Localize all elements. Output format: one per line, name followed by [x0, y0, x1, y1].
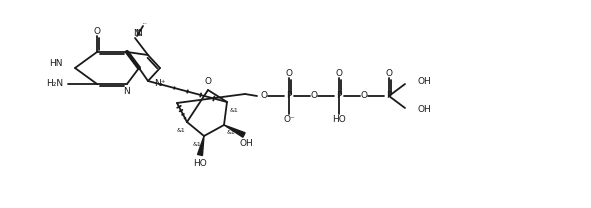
Text: O: O	[285, 68, 293, 78]
Text: &1: &1	[227, 130, 236, 135]
Text: N: N	[135, 28, 141, 37]
Polygon shape	[197, 136, 204, 156]
Text: H₂N: H₂N	[46, 79, 63, 88]
Text: HO: HO	[332, 114, 346, 124]
Text: OH: OH	[418, 78, 432, 87]
Text: OH: OH	[239, 139, 253, 147]
Text: O: O	[310, 92, 317, 100]
Text: methyl: methyl	[142, 22, 147, 24]
Text: OH: OH	[418, 105, 432, 114]
Text: &1: &1	[230, 109, 239, 114]
Text: O: O	[361, 92, 368, 100]
Text: &1: &1	[176, 128, 185, 132]
Text: O⁻: O⁻	[283, 114, 295, 124]
Text: O: O	[336, 68, 343, 78]
Text: N⁺: N⁺	[154, 78, 165, 88]
Text: P: P	[286, 92, 292, 100]
Polygon shape	[224, 125, 245, 137]
Text: O: O	[93, 26, 100, 36]
Text: O: O	[385, 68, 392, 78]
Text: P: P	[336, 92, 342, 100]
Text: HN: HN	[50, 59, 63, 68]
Text: N: N	[134, 30, 141, 38]
Text: O: O	[261, 92, 268, 100]
Text: &1: &1	[192, 142, 201, 147]
Text: P: P	[387, 92, 392, 100]
Text: HO: HO	[193, 158, 207, 167]
Text: N: N	[124, 87, 131, 95]
Text: O: O	[204, 78, 212, 87]
